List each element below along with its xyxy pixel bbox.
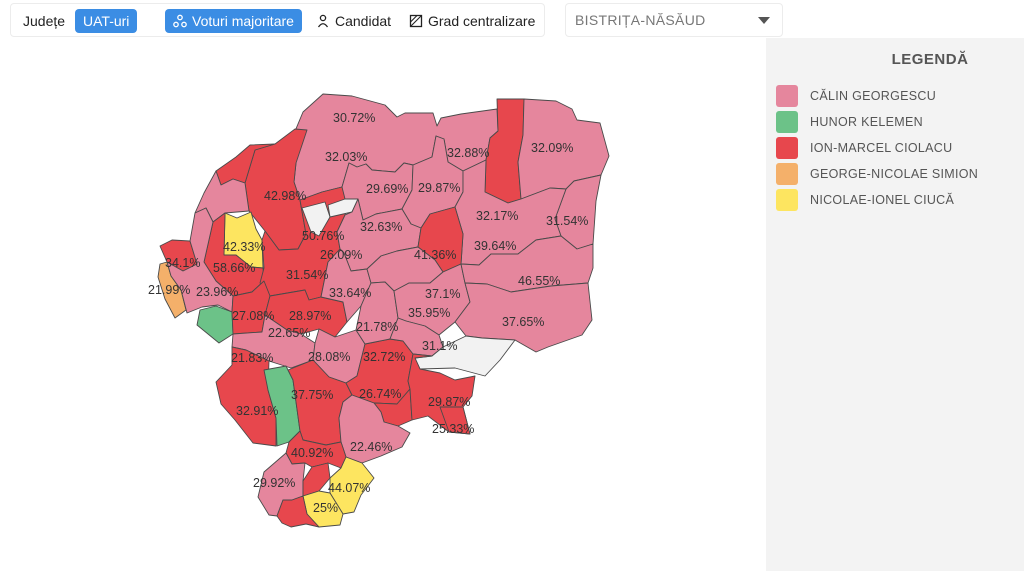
uat-percentage-label: 22.65% bbox=[268, 326, 310, 340]
uat-region-kelemen[interactable] bbox=[196, 305, 234, 344]
uat-percentage-label: 32.91% bbox=[236, 404, 278, 418]
uat-percentage-label: 40.92% bbox=[291, 446, 333, 460]
voturi-majoritare-label: Voturi majoritare bbox=[192, 13, 294, 29]
uat-percentage-label: 35.95% bbox=[408, 306, 450, 320]
uat-percentage-label: 32.03% bbox=[325, 150, 367, 164]
person-icon bbox=[316, 14, 330, 28]
uat-percentage-label: 58.66% bbox=[213, 261, 255, 275]
uat-percentage-label: 32.63% bbox=[360, 220, 402, 234]
uat-percentage-label: 22.46% bbox=[350, 440, 392, 454]
legend-item-kelemen: HUNOR KELEMEN bbox=[776, 111, 923, 133]
uat-percentage-label: 29.92% bbox=[253, 476, 295, 490]
uat-percentage-label: 33.64% bbox=[329, 286, 371, 300]
uat-percentage-label: 32.09% bbox=[531, 141, 573, 155]
gradient-square-icon bbox=[409, 14, 423, 28]
uat-percentage-label: 27.08% bbox=[232, 309, 274, 323]
legend-item-ciolacu: ION-MARCEL CIOLACU bbox=[776, 137, 952, 159]
uat-region-ciolacu[interactable] bbox=[302, 462, 331, 497]
uat-percentage-label: 28.08% bbox=[308, 350, 350, 364]
uat-map-svg: 30.72% 32.03% 32.88% 32.09% 42.98% 29.69% 29.8… bbox=[148, 93, 610, 528]
uat-percentage-label: 46.55% bbox=[518, 274, 560, 288]
legend-item-simion: GEORGE-NICOLAE SIMION bbox=[776, 163, 978, 185]
uat-region-georgescu[interactable] bbox=[338, 394, 411, 464]
uat-percentage-label: 39.64% bbox=[474, 239, 516, 253]
uat-percentage-label: 25% bbox=[313, 501, 338, 515]
legend-swatch bbox=[776, 163, 798, 185]
uat-percentage-label: 31.54% bbox=[546, 214, 588, 228]
uat-percentage-label: 29.69% bbox=[366, 182, 408, 196]
legend-label: ION-MARCEL CIOLACU bbox=[810, 141, 953, 155]
uat-percentage-label: 42.33% bbox=[223, 240, 265, 254]
legend-label: CĂLIN GEORGESCU bbox=[810, 89, 937, 103]
uat-percentage-label: 41.36% bbox=[414, 248, 456, 262]
candidat-label: Candidat bbox=[335, 13, 392, 29]
hierarchy-icon bbox=[173, 14, 187, 28]
legend-item-ciuca: NICOLAE-IONEL CIUCĂ bbox=[776, 189, 954, 211]
uat-percentage-label: 32.88% bbox=[447, 146, 489, 160]
uat-percentage-label: 31.54% bbox=[286, 268, 328, 282]
uat-percentage-label: 26.74% bbox=[359, 387, 401, 401]
legend-swatch bbox=[776, 85, 798, 107]
legend-label: NICOLAE-IONEL CIUCĂ bbox=[810, 193, 955, 207]
uat-region-ciolacu[interactable] bbox=[215, 346, 277, 447]
uat-percentage-label: 37.65% bbox=[502, 315, 544, 329]
legend-swatch bbox=[776, 137, 798, 159]
uat-percentage-label: 34.1% bbox=[165, 256, 200, 270]
grad-centralizare-button[interactable]: Grad centralizare bbox=[407, 9, 537, 33]
uat-percentage-label: 26.09% bbox=[320, 248, 362, 262]
uat-percentage-label: 28.97% bbox=[289, 309, 331, 323]
uat-percentage-label: 21.78% bbox=[356, 320, 398, 334]
county-select-value: BISTRIȚA-NĂSĂUD bbox=[575, 12, 706, 28]
legend-panel: LEGENDĂ CĂLIN GEORGESCU HUNOR KELEMEN IO… bbox=[766, 38, 1024, 571]
uat-percentage-label: 50.76% bbox=[302, 229, 344, 243]
legend-label: GEORGE-NICOLAE SIMION bbox=[810, 167, 979, 181]
legend-title: LEGENDĂ bbox=[891, 51, 969, 68]
uat-region-ciolacu[interactable] bbox=[439, 406, 471, 435]
uat-region-georgescu[interactable] bbox=[166, 207, 234, 314]
uat-region-georgescu[interactable] bbox=[454, 282, 593, 353]
candidat-button[interactable]: Candidat bbox=[314, 9, 393, 33]
grad-centralizare-label: Grad centralizare bbox=[428, 13, 536, 29]
uat-percentage-label: 23.96% bbox=[196, 285, 238, 299]
uat-percentage-label: 25.33% bbox=[432, 422, 474, 436]
uat-region-ciolacu[interactable] bbox=[276, 495, 320, 528]
legend-swatch bbox=[776, 189, 798, 211]
legend-swatch bbox=[776, 111, 798, 133]
legend-item-georgescu: CĂLIN GEORGESCU bbox=[776, 85, 936, 107]
chevron-down-icon bbox=[758, 17, 770, 24]
uat-map: 30.72% 32.03% 32.88% 32.09% 42.98% 29.69% 29.8… bbox=[0, 40, 760, 571]
uat-percentage-label: 29.87% bbox=[418, 181, 460, 195]
map-mode-toolbar: Județe UAT-uri Voturi majoritare Candida… bbox=[10, 3, 545, 37]
judete-tab[interactable]: Județe bbox=[23, 13, 66, 29]
voturi-majoritare-button[interactable]: Voturi majoritare bbox=[165, 9, 302, 33]
uat-tab[interactable]: UAT-uri bbox=[75, 9, 138, 33]
uat-percentage-label: 21.83% bbox=[231, 351, 273, 365]
county-select[interactable]: BISTRIȚA-NĂSĂUD bbox=[565, 3, 783, 37]
uat-percentage-label: 21.99% bbox=[148, 283, 190, 297]
uat-percentage-label: 32.17% bbox=[476, 209, 518, 223]
uat-percentage-label: 42.98% bbox=[264, 189, 306, 203]
uat-percentage-label: 37.75% bbox=[291, 388, 333, 402]
uat-percentage-label: 44.07% bbox=[328, 481, 370, 495]
uat-percentage-label: 32.72% bbox=[363, 350, 405, 364]
uat-percentage-label: 29.87% bbox=[428, 395, 470, 409]
uat-percentage-label: 37.1% bbox=[425, 287, 460, 301]
uat-region-no-data[interactable] bbox=[301, 201, 331, 237]
legend-label: HUNOR KELEMEN bbox=[810, 115, 923, 129]
uat-percentage-label: 31.1% bbox=[422, 339, 457, 353]
uat-percentage-label: 30.72% bbox=[333, 111, 375, 125]
